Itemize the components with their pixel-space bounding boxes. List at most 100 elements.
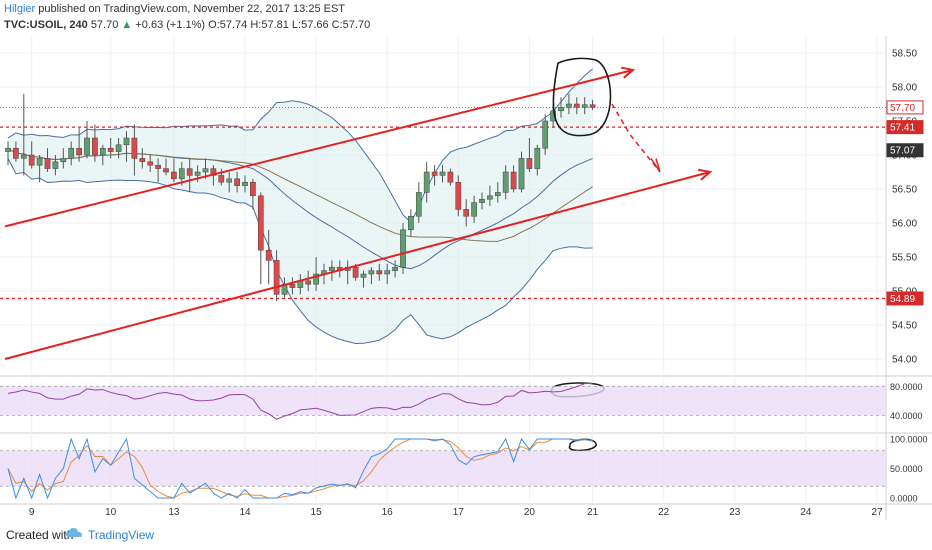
candle-body xyxy=(131,137,138,159)
price-tick-label: 54.50 xyxy=(892,321,917,332)
candle-body xyxy=(273,260,280,295)
candle-body xyxy=(178,168,185,180)
upper-trend-line-head xyxy=(621,66,636,79)
chart-header: Hilgier published on TradingView.com, No… xyxy=(0,0,932,36)
time-tick-label: 23 xyxy=(729,507,741,518)
author-link[interactable]: Hilgier xyxy=(4,3,36,15)
bb-upper xyxy=(7,68,593,224)
price-label: 57.07 xyxy=(890,146,915,157)
candle-body xyxy=(202,168,209,173)
candle-body xyxy=(360,273,367,278)
candle-body xyxy=(329,266,335,271)
candle-body xyxy=(92,137,98,156)
candle-body xyxy=(36,158,43,166)
time-axis[interactable]: 91013141516172021222324272829 xyxy=(29,507,932,518)
lower-trend-line-head xyxy=(698,168,713,181)
price-tick-label: 58.50 xyxy=(892,49,917,60)
candle-body xyxy=(542,120,549,149)
candle-body xyxy=(44,158,51,169)
price-axis[interactable]: 58.5058.0057.5057.0056.5056.0055.5055.00… xyxy=(886,49,928,504)
candle-body xyxy=(439,171,446,176)
candle-body xyxy=(234,178,240,186)
candle-body xyxy=(384,270,391,275)
symbol-line: TVC:USOIL, 240 57.70 ▲ +0.63 (+1.1%) O:5… xyxy=(4,19,370,31)
lower-trend-line xyxy=(4,171,711,360)
candle-body xyxy=(76,147,82,156)
symbol-label[interactable]: TVC:USOIL, 240 xyxy=(4,19,88,31)
candle-body xyxy=(84,137,90,156)
candle-body xyxy=(226,178,233,183)
candle-body xyxy=(99,147,106,156)
time-tick-label: 22 xyxy=(658,507,670,518)
candle-body xyxy=(573,103,580,108)
candle-body xyxy=(479,198,485,203)
candle-body xyxy=(510,171,517,190)
tradingview-brand[interactable]: TradingView xyxy=(88,528,155,542)
upper-trend-line xyxy=(4,69,634,228)
candle-body xyxy=(5,147,11,152)
rsi-band xyxy=(0,386,886,416)
trend-channel[interactable] xyxy=(4,66,713,360)
annotation-circle-top xyxy=(552,57,612,137)
stoch-k-line xyxy=(7,437,593,500)
candle-body xyxy=(534,147,541,169)
candle-body xyxy=(415,192,422,217)
candle-body xyxy=(558,107,564,112)
candle-body xyxy=(313,273,319,285)
time-tick-label: 27 xyxy=(871,507,883,518)
candle-body xyxy=(368,270,375,275)
stoch-d-line xyxy=(7,438,593,499)
candle-body xyxy=(423,171,430,193)
price-tick-label: 55.50 xyxy=(892,253,917,264)
price-label-box xyxy=(886,120,924,135)
price-label: 54.89 xyxy=(890,294,915,305)
price-tick-label: 56.50 xyxy=(892,185,917,196)
candle-body xyxy=(408,215,414,231)
candle-body xyxy=(589,104,596,108)
time-tick-label: 9 xyxy=(29,507,35,518)
time-tick-label: 16 xyxy=(382,507,394,518)
time-tick-label: 14 xyxy=(239,507,251,518)
price-change: +0.63 (+1.1%) xyxy=(135,19,206,31)
candle-body xyxy=(123,137,130,146)
candle-body xyxy=(52,161,59,169)
time-tick-label: 20 xyxy=(524,507,536,518)
candle-body xyxy=(463,209,470,217)
candle-body xyxy=(218,175,225,183)
candles xyxy=(5,93,596,302)
price-label-box xyxy=(886,143,924,158)
rsi-line xyxy=(7,382,593,420)
time-tick-label: 24 xyxy=(800,507,812,518)
rsi-tick-label: 40.0000 xyxy=(890,411,923,421)
candle-body xyxy=(581,104,588,108)
stoch-tick-label: 0.0000 xyxy=(890,494,918,504)
candle-body xyxy=(400,229,406,268)
candle-body xyxy=(526,158,533,169)
candle-body xyxy=(376,270,383,275)
candle-body xyxy=(171,171,177,180)
footer: Created with TradingView xyxy=(0,520,932,550)
created-with-text: Created with xyxy=(6,528,74,542)
last-price: 57.70 xyxy=(90,19,119,31)
publish-text: published on TradingView.com, November 2… xyxy=(38,3,346,15)
candle-body xyxy=(107,147,114,152)
time-tick-label: 15 xyxy=(311,507,323,518)
price-label-box xyxy=(886,100,924,115)
rsi-tick-label: 80.0000 xyxy=(890,382,923,392)
price-label: 57.41 xyxy=(890,123,915,134)
price-chart[interactable]: 58.5058.0057.5057.0056.5056.0055.5055.00… xyxy=(0,36,932,520)
candle-body xyxy=(566,103,572,108)
candle-body xyxy=(194,171,201,176)
time-tick-label: 17 xyxy=(453,507,465,518)
price-tick-label: 54.00 xyxy=(892,355,917,366)
time-tick-label: 10 xyxy=(105,507,117,518)
publish-line: Hilgier published on TradingView.com, No… xyxy=(4,3,345,15)
change-arrow-icon: ▲ xyxy=(121,19,133,31)
candle-body xyxy=(305,280,312,285)
candle-body xyxy=(60,158,67,163)
candle-body xyxy=(68,147,75,159)
candle-body xyxy=(155,164,161,169)
candle-body xyxy=(265,249,272,261)
time-tick-label: 13 xyxy=(168,507,180,518)
candle-body xyxy=(242,181,248,186)
